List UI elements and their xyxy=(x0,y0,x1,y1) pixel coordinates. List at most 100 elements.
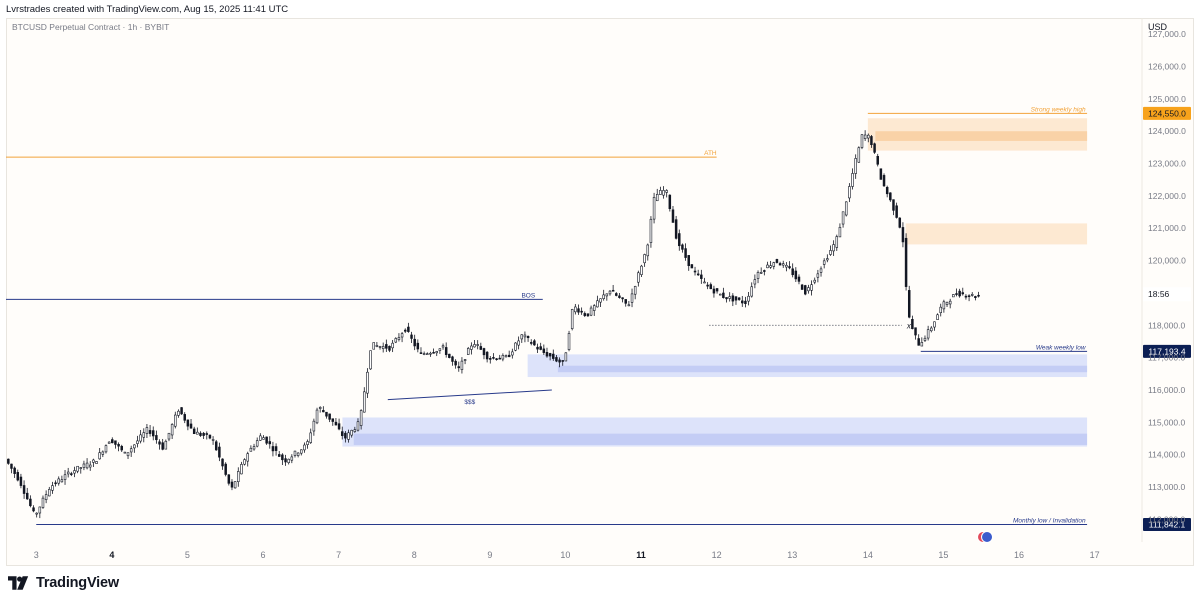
candle-body xyxy=(344,432,347,439)
x-tick-label: 10 xyxy=(560,550,570,560)
candle-body xyxy=(123,451,127,454)
candle-body xyxy=(819,268,823,273)
candle-body xyxy=(151,430,155,437)
candle-body xyxy=(22,485,26,494)
candle-body xyxy=(334,421,338,426)
candle-body xyxy=(926,329,930,339)
candle-body xyxy=(892,199,895,211)
candle-body xyxy=(19,476,23,486)
candle-body xyxy=(277,454,281,457)
candle-body xyxy=(649,218,653,243)
candle-body xyxy=(79,467,83,469)
candle-body xyxy=(164,440,168,450)
candle-body xyxy=(700,274,703,279)
candle-body xyxy=(838,226,842,238)
x-tick-label: 15 xyxy=(938,550,948,560)
candle-body xyxy=(561,360,564,362)
x-tick-label: 7 xyxy=(336,550,341,560)
candle-body xyxy=(470,345,473,350)
zone-supply-mid xyxy=(905,223,1088,245)
candle-body xyxy=(369,350,372,370)
candle-body xyxy=(457,366,461,369)
tradingview-logo-icon xyxy=(8,576,29,590)
candle-body xyxy=(967,295,971,298)
candle-body xyxy=(555,357,558,362)
candle-body xyxy=(914,327,917,336)
candle-body xyxy=(237,471,240,482)
candle-body xyxy=(574,306,577,313)
candle-body xyxy=(917,338,920,346)
candle-body xyxy=(315,409,319,424)
candle-body xyxy=(523,334,527,338)
candle-body xyxy=(964,295,968,298)
candle-body xyxy=(599,298,602,303)
candle-body xyxy=(227,474,231,484)
candle-body xyxy=(233,481,237,489)
level-label-strong-weekly-high: Strong weekly high xyxy=(1031,106,1086,113)
candle-body xyxy=(596,300,599,308)
candle-body xyxy=(306,441,309,445)
chart-credit: Lvrstrades created with TradingView.com,… xyxy=(6,4,289,15)
candle-body xyxy=(813,279,816,283)
candle-body xyxy=(322,410,325,413)
candle-body xyxy=(772,262,776,267)
candle-body xyxy=(403,329,407,332)
candle-body xyxy=(728,296,731,299)
candle-body xyxy=(674,219,678,239)
candle-body xyxy=(485,351,489,360)
x-tick-label: 6 xyxy=(261,550,266,560)
candle-body xyxy=(974,296,977,298)
candle-body xyxy=(158,441,161,445)
candle-body xyxy=(577,308,580,313)
candle-body xyxy=(747,295,750,302)
candle-body xyxy=(848,186,851,199)
equal-lows-marker: x xyxy=(906,321,912,330)
candle-body xyxy=(715,288,719,292)
candle-body xyxy=(259,435,262,441)
candle-body xyxy=(192,428,196,435)
candle-body xyxy=(763,270,766,272)
candle-body xyxy=(479,346,483,350)
candle-body xyxy=(804,285,807,295)
tradingview-logo[interactable]: TradingView xyxy=(8,575,119,591)
candle-body xyxy=(797,276,801,282)
candle-body xyxy=(671,209,675,223)
candle-body xyxy=(901,227,905,243)
y-tick-label: 120,000.0 xyxy=(1148,256,1186,266)
candle-body xyxy=(460,360,464,370)
candle-body xyxy=(514,342,517,351)
candle-body xyxy=(353,429,357,432)
candle-body xyxy=(930,327,933,332)
x-tick-label: 17 xyxy=(1090,550,1100,560)
candle-body xyxy=(293,450,297,456)
tradingview-brand: TradingView xyxy=(36,575,119,591)
candle-body xyxy=(422,353,426,355)
candle-body xyxy=(126,452,130,457)
candle-body xyxy=(567,333,571,350)
candle-body xyxy=(867,134,870,139)
y-tick-label: 118,000.0 xyxy=(1148,320,1185,330)
candle-body xyxy=(202,432,205,436)
candle-body xyxy=(637,272,640,283)
candle-body xyxy=(504,355,508,358)
y-tick-label: 117,000.0 xyxy=(1148,353,1185,363)
candle-body xyxy=(977,294,980,297)
candle-body xyxy=(328,413,331,420)
candle-body xyxy=(539,346,542,350)
candle-body xyxy=(564,352,568,362)
countdown-label: 18:56 xyxy=(1148,289,1170,299)
candle-body xyxy=(476,344,479,346)
price-chart[interactable]: BTCUSD Perpetual Contract · 1h · BYBIT US… xyxy=(6,18,1194,566)
candle-body xyxy=(88,464,92,468)
candle-body xyxy=(611,289,615,292)
candle-body xyxy=(558,359,561,363)
candle-body xyxy=(397,337,401,340)
zone-demand-upper xyxy=(527,354,1088,378)
candle-body xyxy=(608,290,612,295)
y-tick-label: 112,000.0 xyxy=(1148,514,1185,524)
candle-body xyxy=(441,345,445,348)
candle-body xyxy=(854,158,857,174)
candle-body xyxy=(76,465,79,472)
candle-body xyxy=(400,333,404,338)
candle-body xyxy=(841,211,845,225)
